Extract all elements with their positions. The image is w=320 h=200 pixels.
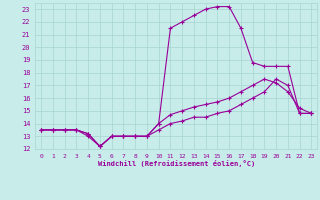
X-axis label: Windchill (Refroidissement éolien,°C): Windchill (Refroidissement éolien,°C) — [98, 160, 255, 167]
